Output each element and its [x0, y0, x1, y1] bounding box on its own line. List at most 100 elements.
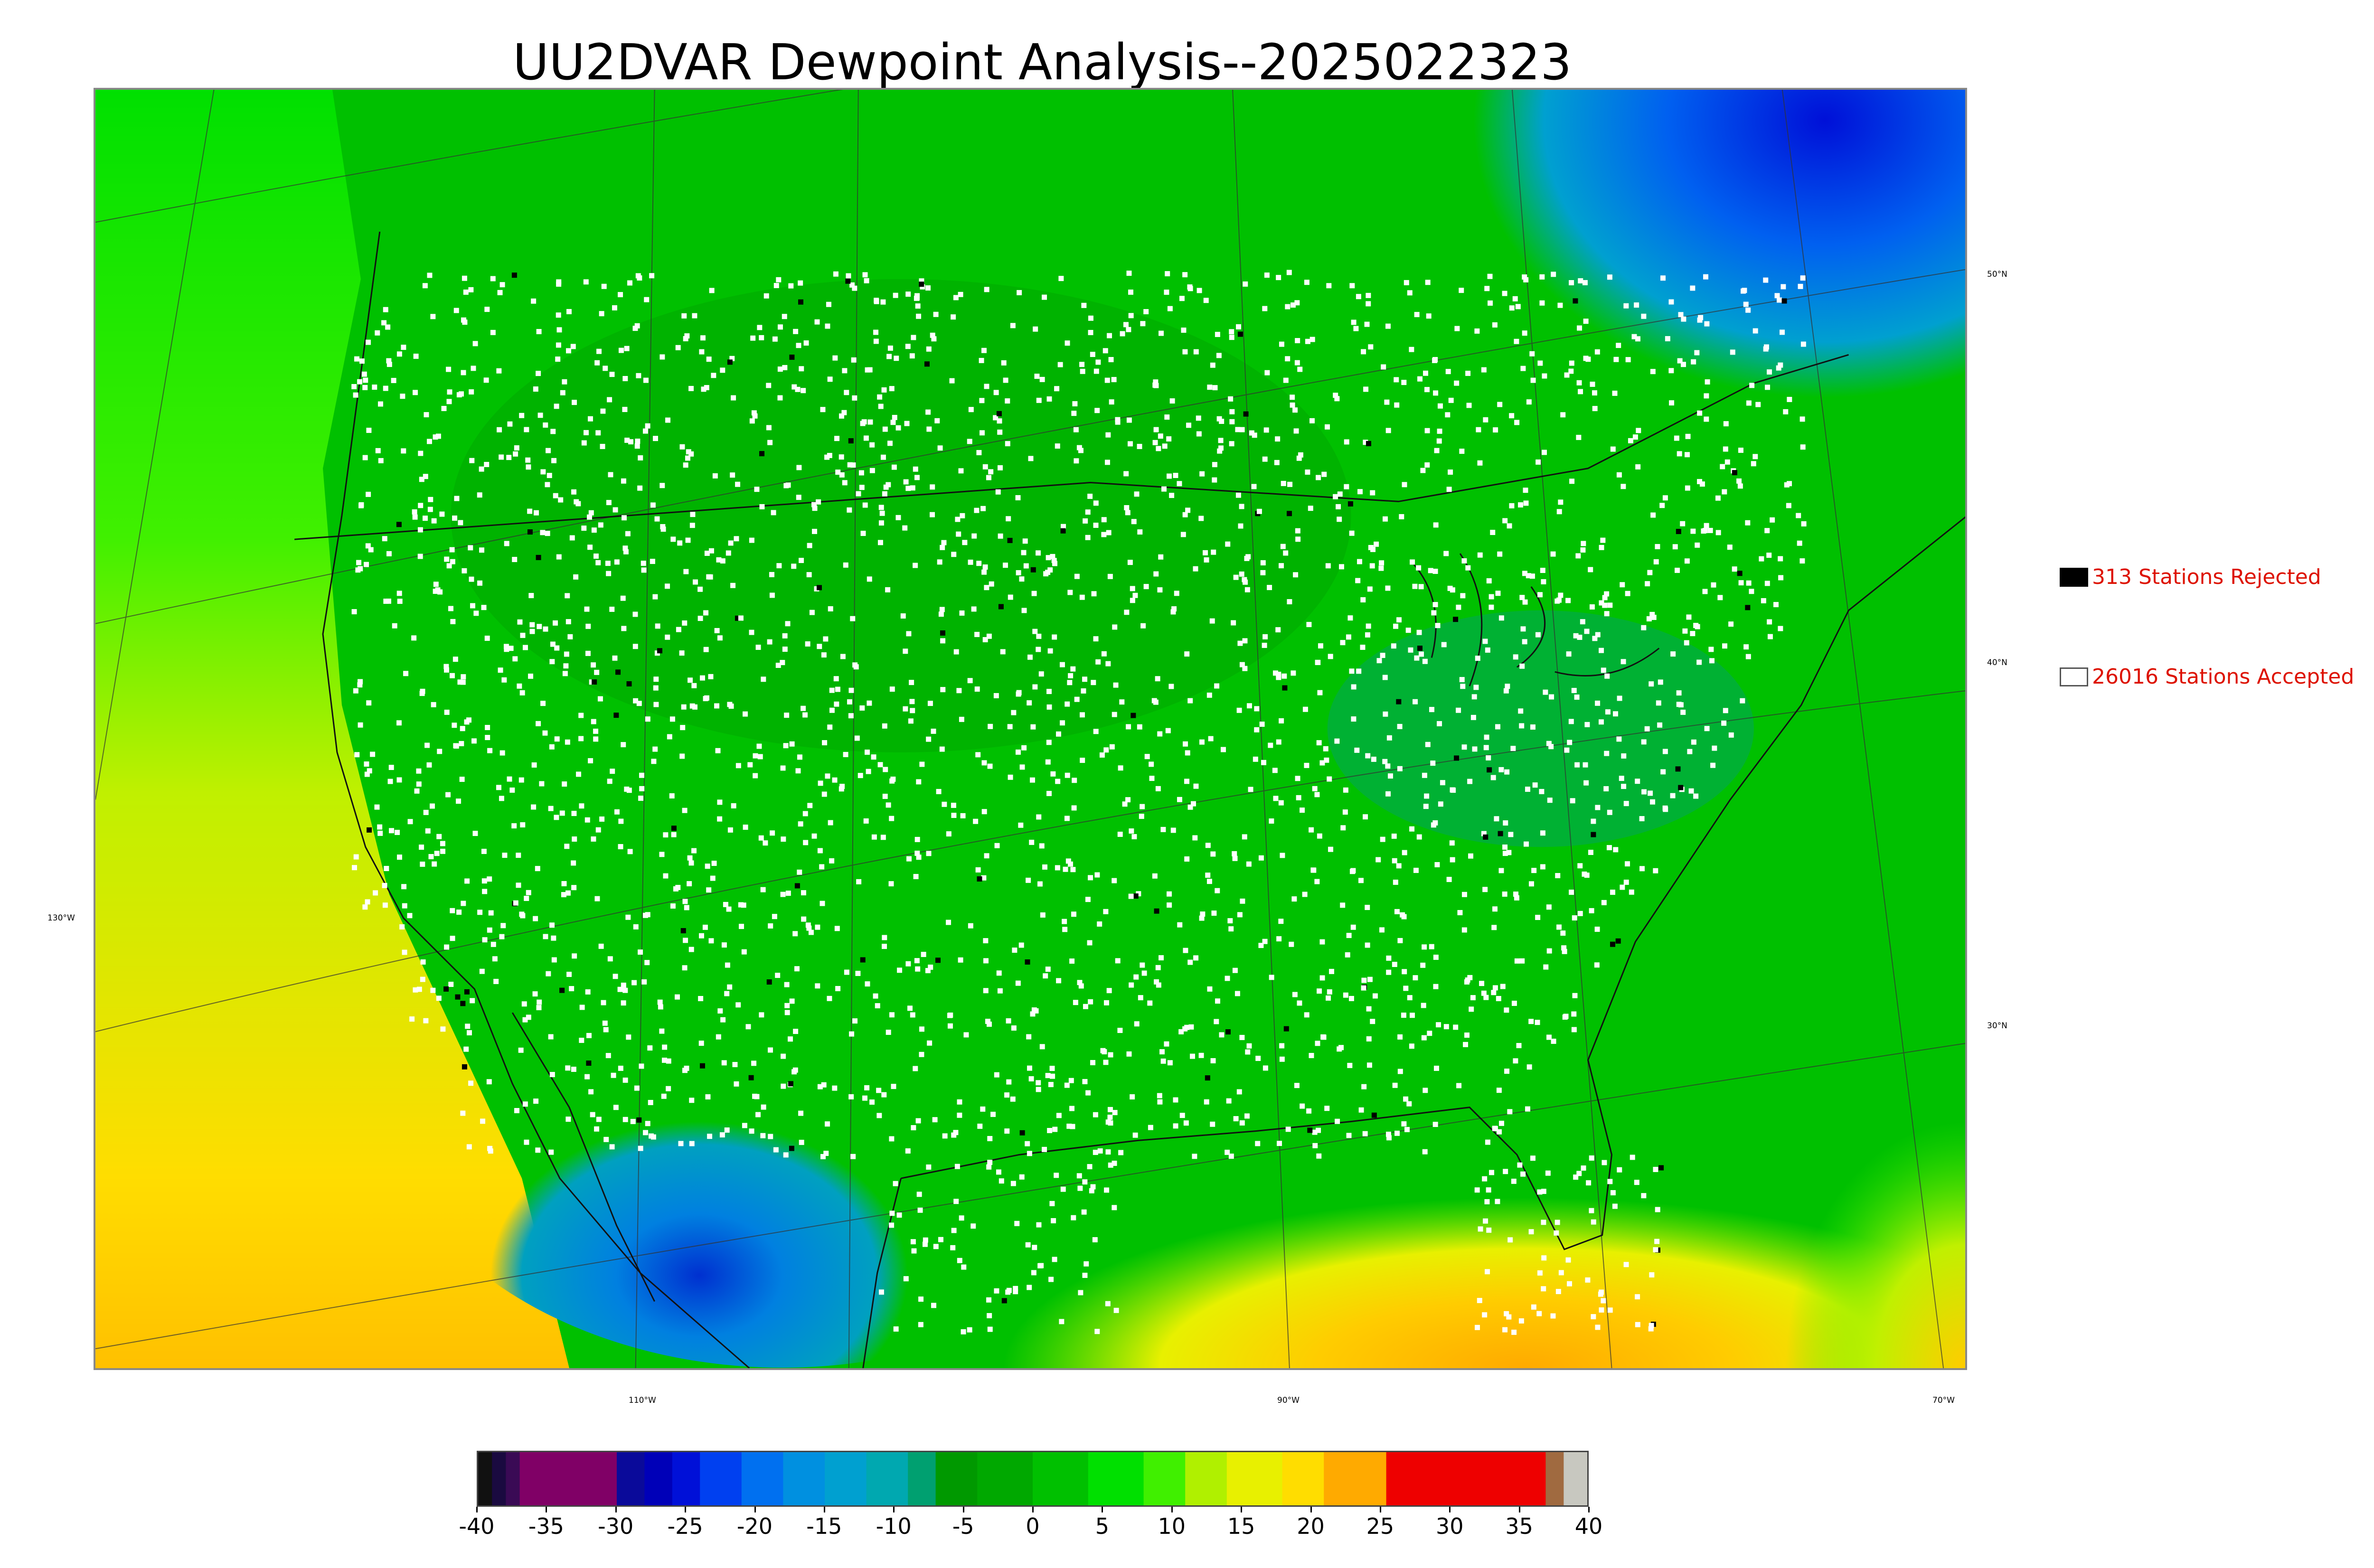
accepted-station-marker — [427, 272, 433, 278]
accepted-station-marker — [1717, 595, 1723, 601]
accepted-station-marker — [1074, 458, 1079, 464]
accepted-station-marker — [841, 410, 847, 415]
accepted-station-marker — [450, 619, 456, 624]
accepted-station-marker — [459, 741, 464, 746]
accepted-station-marker — [504, 647, 509, 652]
accepted-station-marker — [416, 986, 422, 992]
accepted-station-marker — [1300, 1103, 1305, 1109]
accepted-station-marker — [976, 561, 982, 566]
accepted-station-marker — [543, 934, 548, 939]
accepted-station-marker — [1287, 481, 1293, 487]
accepted-station-marker — [1584, 722, 1590, 727]
accepted-station-marker — [1628, 438, 1633, 443]
accepted-station-marker — [781, 836, 786, 842]
accepted-station-marker — [1237, 912, 1243, 918]
accepted-station-marker — [606, 500, 612, 506]
accepted-station-marker — [791, 1069, 797, 1075]
accepted-station-marker — [446, 563, 452, 569]
accepted-station-marker — [1494, 816, 1499, 822]
accepted-station-marker — [889, 816, 895, 821]
accepted-station-marker — [1206, 879, 1212, 884]
accepted-station-marker — [641, 979, 647, 985]
accepted-station-marker — [1042, 864, 1048, 870]
accepted-station-marker — [1345, 952, 1350, 958]
accepted-station-marker — [974, 686, 980, 692]
accepted-station-marker — [1695, 542, 1700, 548]
accepted-station-marker — [1025, 1141, 1030, 1146]
accepted-station-marker — [1186, 423, 1192, 428]
accepted-station-marker — [626, 788, 632, 793]
accepted-station-marker — [1306, 1108, 1312, 1114]
accepted-station-marker — [1392, 962, 1397, 967]
accepted-station-marker — [522, 645, 528, 650]
accepted-station-marker — [1589, 1155, 1594, 1161]
accepted-station-marker — [1549, 694, 1554, 700]
accepted-station-marker — [1470, 995, 1476, 1001]
accepted-station-marker — [1745, 307, 1751, 313]
accepted-station-marker — [1491, 990, 1497, 995]
accepted-station-marker — [1594, 926, 1600, 932]
accepted-station-marker — [749, 418, 755, 424]
accepted-station-marker — [1599, 1289, 1604, 1295]
accepted-station-marker — [1103, 1000, 1109, 1005]
accepted-station-marker — [913, 873, 919, 879]
colorbar-tick — [962, 1507, 964, 1512]
accepted-station-marker — [1646, 616, 1652, 621]
accepted-station-marker — [1153, 379, 1159, 385]
accepted-station-marker — [1239, 1120, 1245, 1126]
accepted-station-marker — [981, 569, 987, 575]
accepted-station-marker — [785, 621, 791, 627]
accepted-station-marker — [1535, 915, 1541, 920]
accepted-station-marker — [932, 1117, 938, 1123]
accepted-station-marker — [773, 1147, 779, 1153]
accepted-station-marker — [466, 1144, 472, 1150]
accepted-station-marker — [766, 425, 772, 431]
accepted-station-marker — [784, 1003, 790, 1008]
accepted-station-marker — [609, 1144, 615, 1150]
accepted-station-marker — [1435, 623, 1441, 629]
accepted-station-marker — [1541, 1286, 1546, 1292]
accepted-station-marker — [835, 986, 841, 991]
accepted-station-marker — [915, 1118, 921, 1124]
accepted-station-marker — [517, 683, 522, 689]
accepted-station-marker — [603, 1136, 609, 1142]
accepted-station-marker — [1584, 629, 1590, 634]
accepted-station-marker — [761, 1104, 766, 1110]
accepted-station-marker — [1091, 680, 1096, 685]
accepted-station-marker — [1094, 1329, 1100, 1334]
accepted-station-marker — [1285, 1127, 1291, 1132]
accepted-station-marker — [549, 744, 555, 750]
accepted-station-marker — [402, 903, 407, 909]
accepted-station-marker — [1006, 1287, 1012, 1293]
accepted-station-marker — [1540, 568, 1545, 573]
accepted-station-marker — [921, 952, 926, 957]
accepted-station-marker — [1414, 655, 1420, 661]
accepted-station-marker — [658, 1004, 663, 1010]
accepted-station-marker — [682, 965, 688, 971]
accepted-station-marker — [1474, 1324, 1480, 1330]
accepted-station-marker — [1310, 867, 1316, 873]
accepted-station-marker — [409, 1016, 415, 1022]
accepted-station-marker — [1287, 599, 1292, 604]
accepted-station-marker — [1530, 377, 1536, 383]
accepted-station-marker — [1225, 541, 1231, 547]
accepted-station-marker — [1610, 446, 1616, 452]
accepted-station-marker — [1022, 538, 1028, 544]
accepted-station-marker — [729, 356, 735, 361]
accepted-station-marker — [1607, 274, 1612, 280]
accepted-station-marker — [487, 927, 492, 933]
accepted-station-marker — [994, 843, 1000, 848]
accepted-station-marker — [1027, 1065, 1032, 1071]
accepted-station-marker — [1556, 924, 1562, 930]
accepted-station-marker — [485, 735, 490, 741]
accepted-station-marker — [517, 619, 523, 625]
accepted-station-marker — [982, 464, 988, 469]
accepted-station-marker — [1212, 477, 1217, 483]
accepted-station-marker — [1635, 336, 1640, 342]
accepted-station-marker — [637, 485, 643, 491]
accepted-station-marker — [493, 978, 499, 984]
accepted-station-marker — [1055, 731, 1061, 737]
accepted-station-marker — [572, 953, 577, 959]
accepted-station-marker — [595, 827, 601, 833]
accepted-station-marker — [914, 958, 920, 964]
